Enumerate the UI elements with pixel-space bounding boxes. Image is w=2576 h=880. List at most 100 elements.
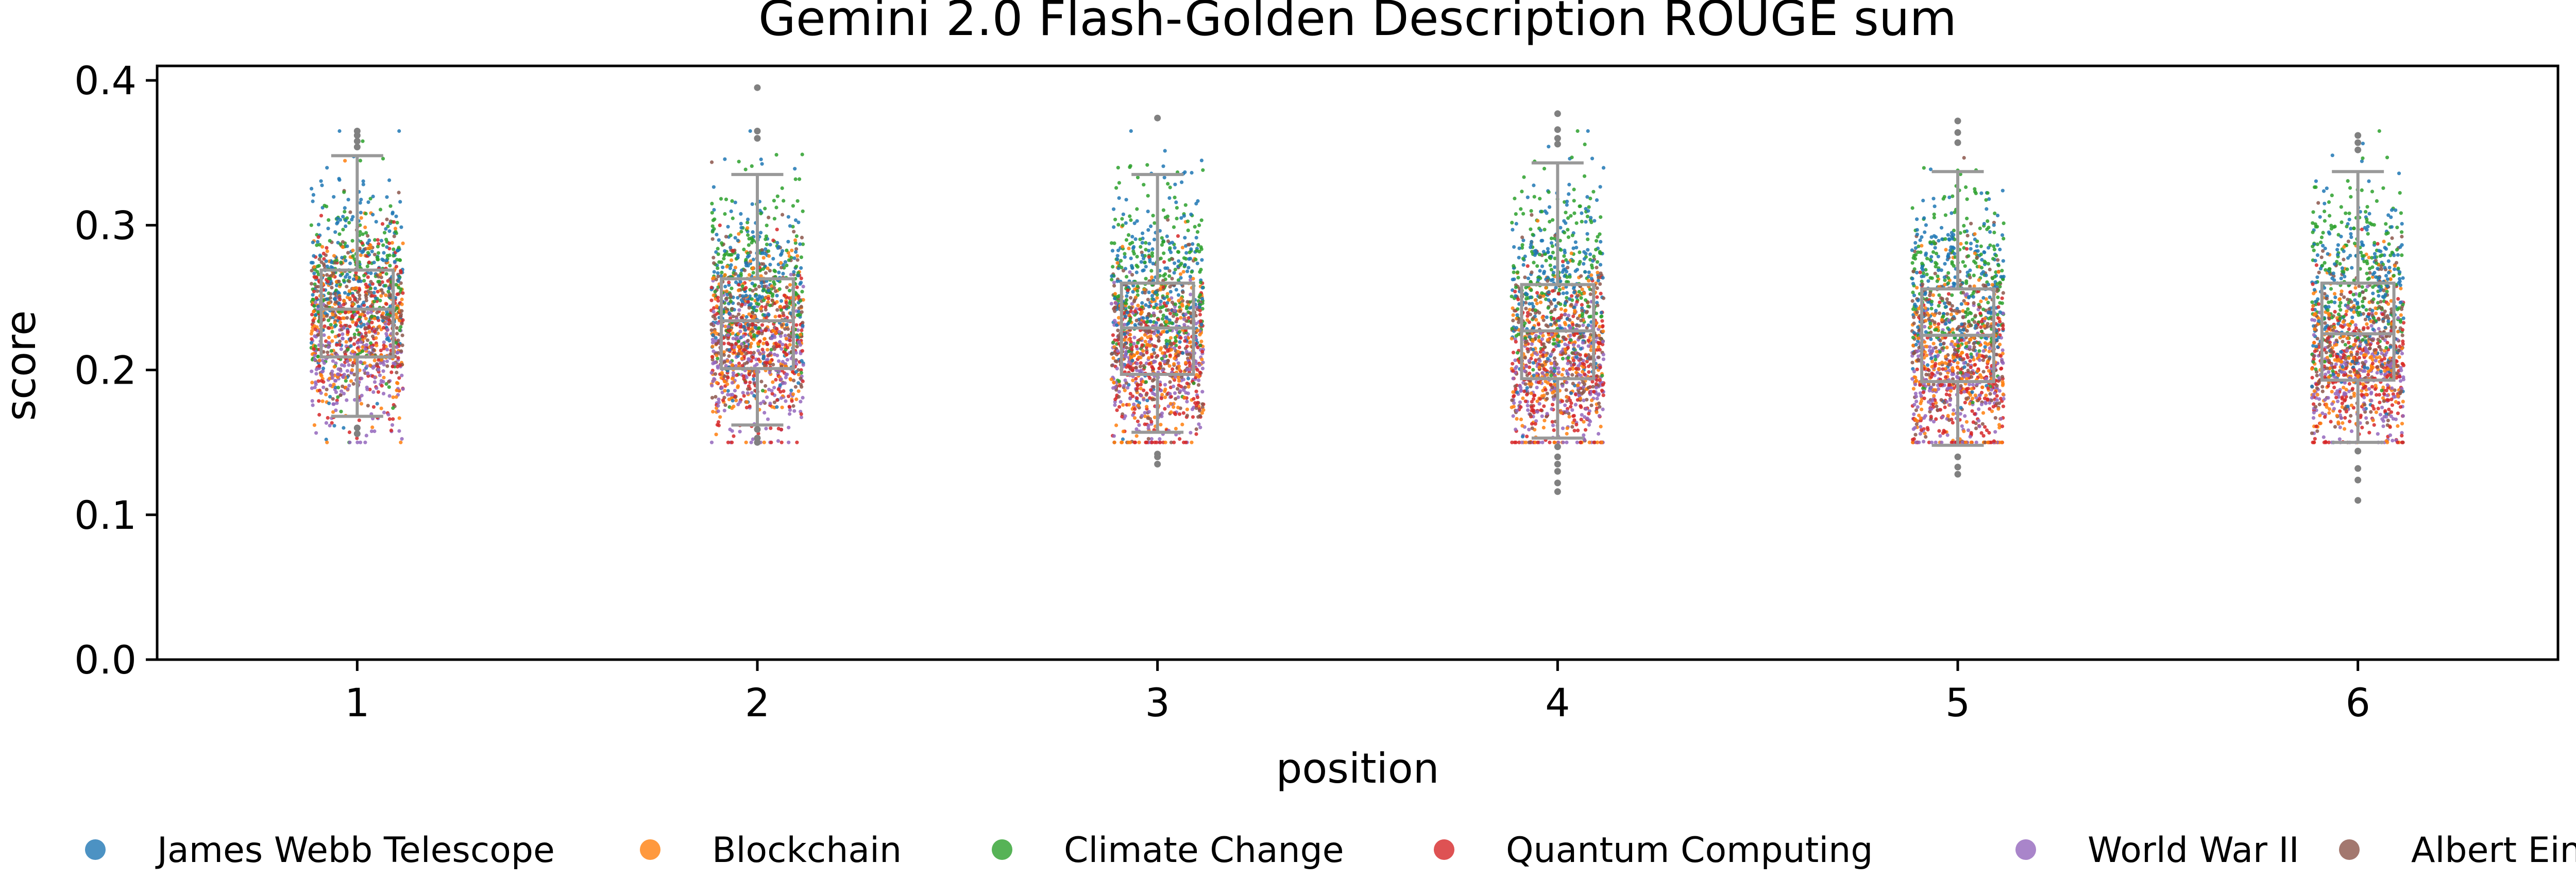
strip-point [334,283,339,288]
strip-point [347,384,351,388]
strip-point [1565,369,1569,373]
strip-point [375,255,379,260]
strip-point [1190,270,1194,274]
strip-point [1598,232,1602,236]
strip-point [1143,290,1147,295]
strip-point [1601,383,1605,387]
strip-point [366,289,370,294]
strip-point [751,329,755,334]
strip-point [323,311,327,315]
strip-point [397,429,401,433]
strip-point [1515,390,1519,394]
strip-point [1123,388,1127,392]
strip-point [343,291,347,295]
strip-point [1130,273,1134,277]
strip-point [327,401,331,405]
strip-point [324,259,328,263]
strip-point [1152,344,1157,348]
strip-point [372,330,377,334]
strip-point [1134,318,1139,323]
strip-point [1182,323,1187,327]
strip-point [716,404,720,408]
strip-point [1540,364,1545,368]
strip-point [743,268,747,272]
strip-point [1167,364,1172,368]
strip-point [378,373,382,377]
strip-point [1547,205,1552,209]
strip-point [1172,225,1176,229]
strip-point [331,359,335,363]
strip-point [787,394,791,399]
strip-point [387,229,392,233]
strip-point [710,211,714,215]
strip-point [335,216,340,220]
strip-point [748,332,752,336]
strip-point [1170,300,1174,304]
strip-point [1544,258,1548,263]
strip-point [1566,235,1571,239]
strip-point [716,247,720,251]
strip-point [385,195,389,199]
strip-point [724,235,728,239]
strip-point [1568,275,1572,279]
strip-point [762,440,766,444]
strip-point [1160,243,1164,247]
strip-point [314,313,318,317]
strip-point [1132,335,1137,340]
strip-point [1583,415,1587,419]
strip-point [715,381,719,385]
strip-point [347,289,351,293]
strip-point [719,274,723,278]
strip-point [775,326,779,331]
strip-point [782,199,786,203]
strip-point [771,238,775,243]
strip-point [789,388,793,392]
strip-point [344,218,348,222]
strip-point [399,349,403,353]
strip-point [395,388,399,392]
strip-point [725,265,729,269]
strip-point [399,314,403,318]
strip-point [1559,410,1563,415]
strip-point [1596,279,1600,283]
strip-point [777,359,781,363]
strip-point [1129,218,1133,222]
strip-point [750,282,754,286]
strip-point [788,224,792,228]
strip-point [375,386,379,390]
strip-point [764,234,768,238]
strip-point [1553,321,1557,325]
strip-point [1195,368,1199,372]
strip-point [357,304,361,308]
strip-point [1198,333,1202,337]
strip-point [1126,440,1130,444]
strip-point [1117,264,1121,268]
strip-point [1582,389,1586,393]
strip-point [355,290,360,295]
strip-point [1569,338,1573,342]
strip-point [766,342,770,347]
strip-point [1532,183,1536,187]
strip-point [712,227,716,231]
strip-point [368,363,372,368]
strip-point [711,349,716,353]
strip-point [736,253,740,257]
strip-point [1192,381,1196,385]
strip-point [1160,330,1164,334]
strip-point [727,283,731,287]
strip-point [742,324,746,329]
strip-point [1132,353,1136,357]
strip-point [370,346,374,350]
strip-point [400,333,404,337]
strip-point [1115,408,1119,412]
strip-point [394,395,398,399]
strip-point [731,399,735,403]
strip-point [328,383,332,388]
strip-point [1115,367,1119,371]
strip-point [1185,269,1190,273]
strip-point [1182,256,1186,260]
strip-point [1136,383,1140,388]
strip-point [779,261,783,265]
strip-point [1198,313,1202,317]
strip-point [371,195,375,199]
